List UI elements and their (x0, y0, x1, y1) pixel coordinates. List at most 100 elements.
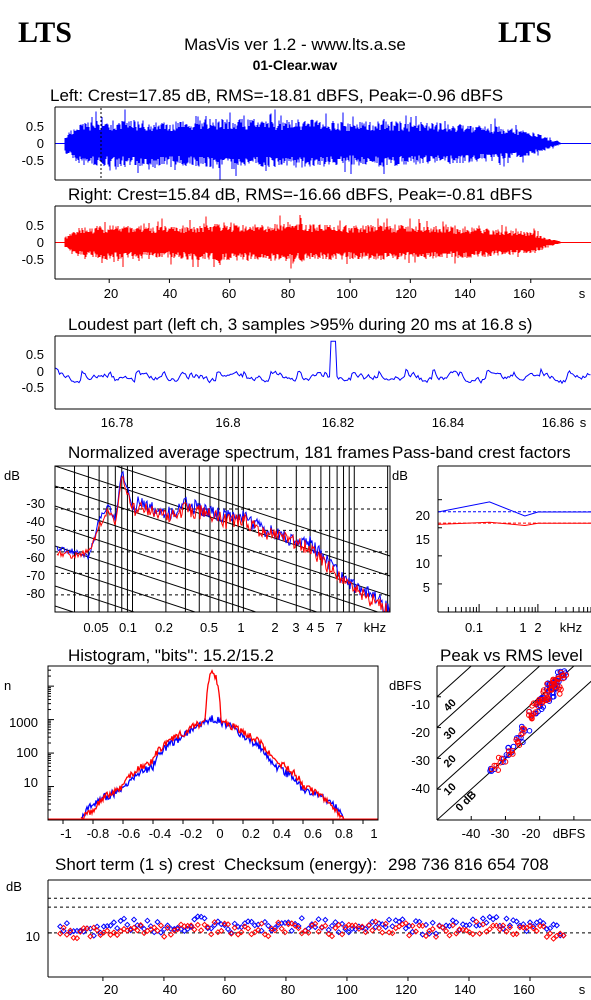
crest-ytick-15: 15 (416, 532, 430, 547)
st-point-red (328, 933, 336, 940)
logo-left: LTS (18, 16, 72, 49)
hist-ytick-1000: 1000 (9, 715, 38, 730)
st-point-red (157, 922, 165, 929)
st-point-red (167, 931, 175, 938)
right-ytick-0: 0 (37, 235, 44, 250)
st-point-red (446, 932, 453, 939)
st-point-red (93, 927, 101, 934)
prms-point-red (563, 672, 570, 678)
crest-ylabel: dB (392, 468, 408, 483)
waveform-xtick-labels: 20 40 60 80 100 120 140 160 s (104, 286, 586, 301)
st-point-blue (191, 916, 198, 923)
st-point-red (211, 919, 218, 926)
st-point-red (553, 932, 560, 939)
st-point-blue (550, 921, 557, 928)
st-point-blue (422, 921, 430, 929)
prms-point-red (555, 686, 562, 692)
st-point-blue (486, 913, 493, 921)
st-point-red (197, 927, 205, 934)
st-point-blue (117, 917, 124, 925)
prms-point-red (544, 691, 550, 698)
st-point-red (436, 922, 443, 930)
peak-rms-ylabel: dBFS (389, 678, 422, 693)
st-point-blue (426, 930, 433, 937)
st-point-red (261, 931, 269, 938)
st-point-red (244, 925, 252, 932)
short-term-title: Short term (1 s) crest factors (55, 855, 270, 874)
crest-xtick-0-1: 0.1 (465, 620, 483, 635)
st-point-red (120, 925, 128, 933)
st-xtick-20: 20 (104, 982, 118, 997)
loudest-xtick-labels: 16.78 16.8 16.82 16.84 16.86 s (101, 415, 587, 430)
st-point-blue (523, 927, 530, 935)
st-xtick-unit: s (579, 982, 586, 997)
st-point-red (395, 923, 403, 930)
hist-xtick-neg0-6: -0.6 (118, 826, 140, 841)
st-point-red (305, 929, 312, 936)
prms-point-red (491, 762, 498, 769)
st-point-red (379, 929, 386, 936)
st-point-red (315, 928, 322, 935)
st-point-blue (419, 931, 426, 938)
st-point-red (335, 921, 342, 929)
histogram-ylabel: n (4, 678, 11, 693)
spec-xtick-0-05: 0.05 (83, 620, 108, 635)
st-point-blue (385, 916, 393, 923)
crest-line (437, 666, 472, 698)
spectrum-slope-line (55, 485, 390, 597)
st-point-blue (328, 922, 336, 929)
st-point-blue (154, 918, 161, 926)
st-point-red (375, 925, 383, 932)
st-point-red (177, 921, 185, 928)
st-point-blue (298, 915, 305, 922)
histogram-series-red (80, 668, 345, 820)
st-point-red (117, 928, 124, 935)
spec-xtick-4: 4 (306, 620, 313, 635)
prms-point-blue (526, 728, 533, 734)
crest-xtick-2: 2 (534, 620, 541, 635)
right-waveform-panel: Right: Crest=15.84 dB, RMS=-16.66 dBFS, … (22, 185, 591, 301)
crest-ytick-5: 5 (423, 580, 430, 595)
prms-point-red (509, 748, 516, 754)
crest-xtick-unit: kHz (560, 620, 582, 635)
prms-point-red (526, 708, 532, 715)
peak-rms-crest-lines (437, 666, 591, 820)
st-point-blue (362, 925, 369, 933)
st-point-red (325, 930, 332, 938)
crest-label-20: 20 (442, 753, 459, 770)
st-point-red (97, 931, 104, 939)
loudest-part-panel: Loudest part (left ch, 3 samples >95% du… (22, 315, 591, 430)
peak-vs-rms-panel: Peak vs RMS level dBFS -10 -20 -30 -40 4… (389, 646, 591, 841)
spec-xtick-3: 3 (292, 620, 299, 635)
st-point-red (271, 927, 279, 934)
spec-xtick-0-5: 0.5 (200, 620, 218, 635)
st-point-red (224, 921, 232, 928)
spec-xtick-0-2: 0.2 (155, 620, 173, 635)
histogram-xtick-labels: -1 -0.8 -0.6 -0.4 -0.2 0 0.2 0.4 0.6 0.8… (60, 826, 377, 841)
st-point-red (473, 918, 480, 925)
histogram-ticks (48, 665, 364, 824)
st-point-red (104, 927, 111, 934)
peak-rms-xtick-labels: -40 -30 -20 dBFS (462, 826, 586, 841)
crest-ytick-20: 20 (416, 508, 430, 523)
st-point-blue (469, 916, 477, 923)
st-point-red (258, 920, 265, 927)
hist-xtick-0-8: 0.8 (335, 826, 353, 841)
st-point-blue (63, 920, 71, 927)
short-term-xtick-labels: 20 40 60 80 100 120 140 160 s (104, 982, 586, 997)
loudest-ytick-0-5: 0.5 (26, 347, 44, 362)
st-point-red (90, 924, 97, 931)
crest-ytick-labels: 20 15 10 5 (416, 508, 430, 595)
st-point-blue (453, 919, 460, 926)
wave-xtick-80: 80 (281, 286, 295, 301)
right-waveform-title: Right: Crest=15.84 dB, RMS=-16.66 dBFS, … (68, 185, 532, 204)
spec-ytick-40: -40 (26, 514, 45, 529)
st-point-red (291, 922, 299, 929)
prms-point-red (495, 754, 502, 761)
checksum-backing (220, 855, 591, 875)
st-point-red (496, 926, 503, 933)
st-point-blue (147, 923, 154, 930)
logo-right: LTS (498, 16, 552, 49)
prms-point-red (532, 709, 539, 715)
crest-xtick-1: 1 (519, 620, 526, 635)
